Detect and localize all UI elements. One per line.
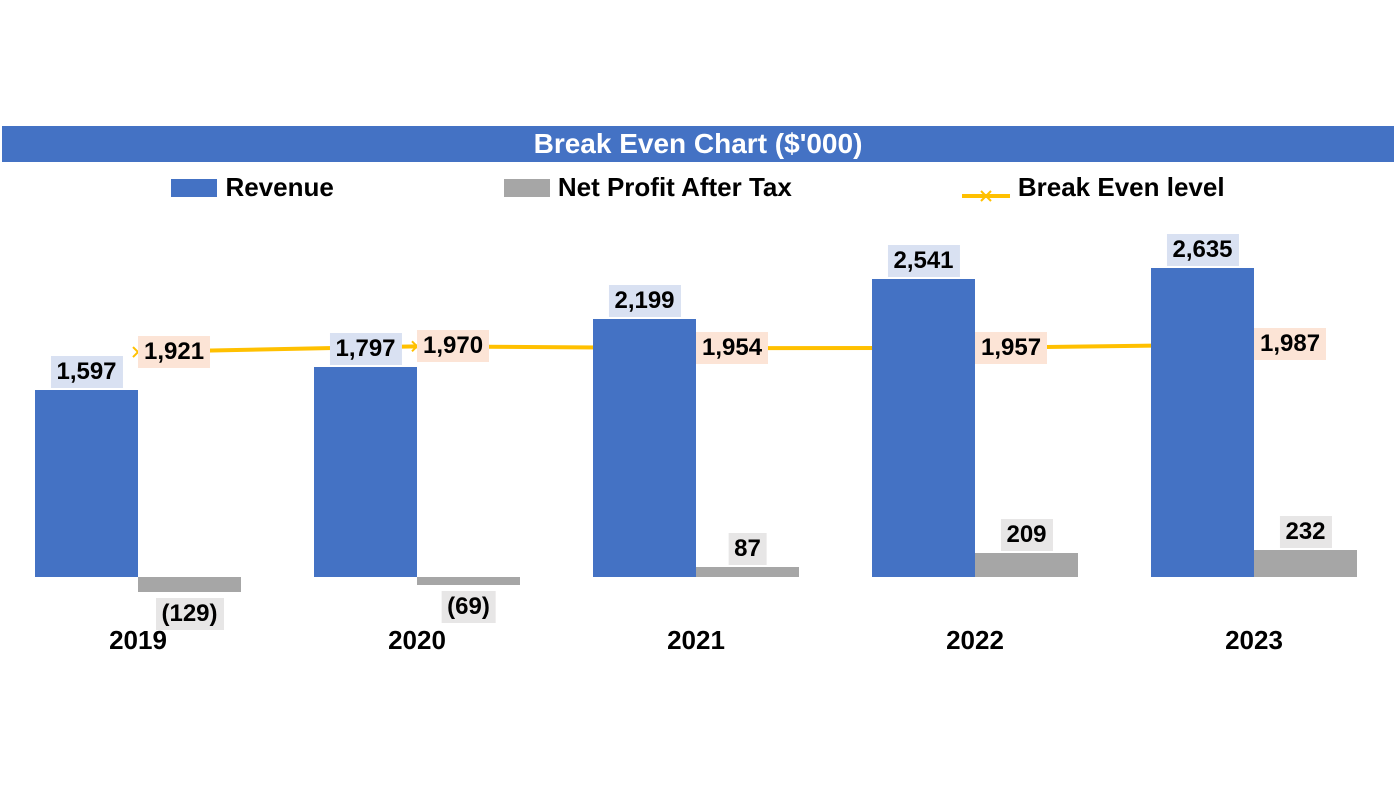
- revenue-label: 2,199: [608, 285, 680, 317]
- revenue-label: 1,797: [329, 333, 401, 365]
- netprofit-bar: [975, 553, 1078, 577]
- revenue-bar: [35, 390, 138, 577]
- revenue-label: 2,541: [887, 245, 959, 277]
- netprofit-label: 87: [728, 533, 767, 565]
- netprofit-label: 232: [1279, 516, 1331, 548]
- break-even-label: 1,954: [696, 332, 768, 364]
- revenue-label: 1,597: [50, 356, 122, 388]
- break-even-label: 1,970: [417, 330, 489, 362]
- xaxis-label: 2023: [1225, 625, 1283, 656]
- revenue-bar: [1151, 268, 1254, 577]
- netprofit-label: (69): [441, 591, 496, 623]
- revenue-bar: [314, 367, 417, 577]
- break-even-label: 1,987: [1254, 328, 1326, 360]
- netprofit-bar: [138, 577, 241, 592]
- netprofit-label: 209: [1000, 519, 1052, 551]
- xaxis-label: 2021: [667, 625, 725, 656]
- revenue-label: 2,635: [1166, 234, 1238, 266]
- netprofit-bar: [417, 577, 520, 585]
- revenue-bar: [593, 319, 696, 577]
- xaxis-label: 2020: [388, 625, 446, 656]
- netprofit-bar: [1254, 550, 1357, 577]
- break-even-label: 1,957: [975, 332, 1047, 364]
- xaxis-label: 2022: [946, 625, 1004, 656]
- netprofit-bar: [696, 567, 799, 577]
- xaxis-label: 2019: [109, 625, 167, 656]
- revenue-bar: [872, 279, 975, 577]
- break-even-label: 1,921: [138, 336, 210, 368]
